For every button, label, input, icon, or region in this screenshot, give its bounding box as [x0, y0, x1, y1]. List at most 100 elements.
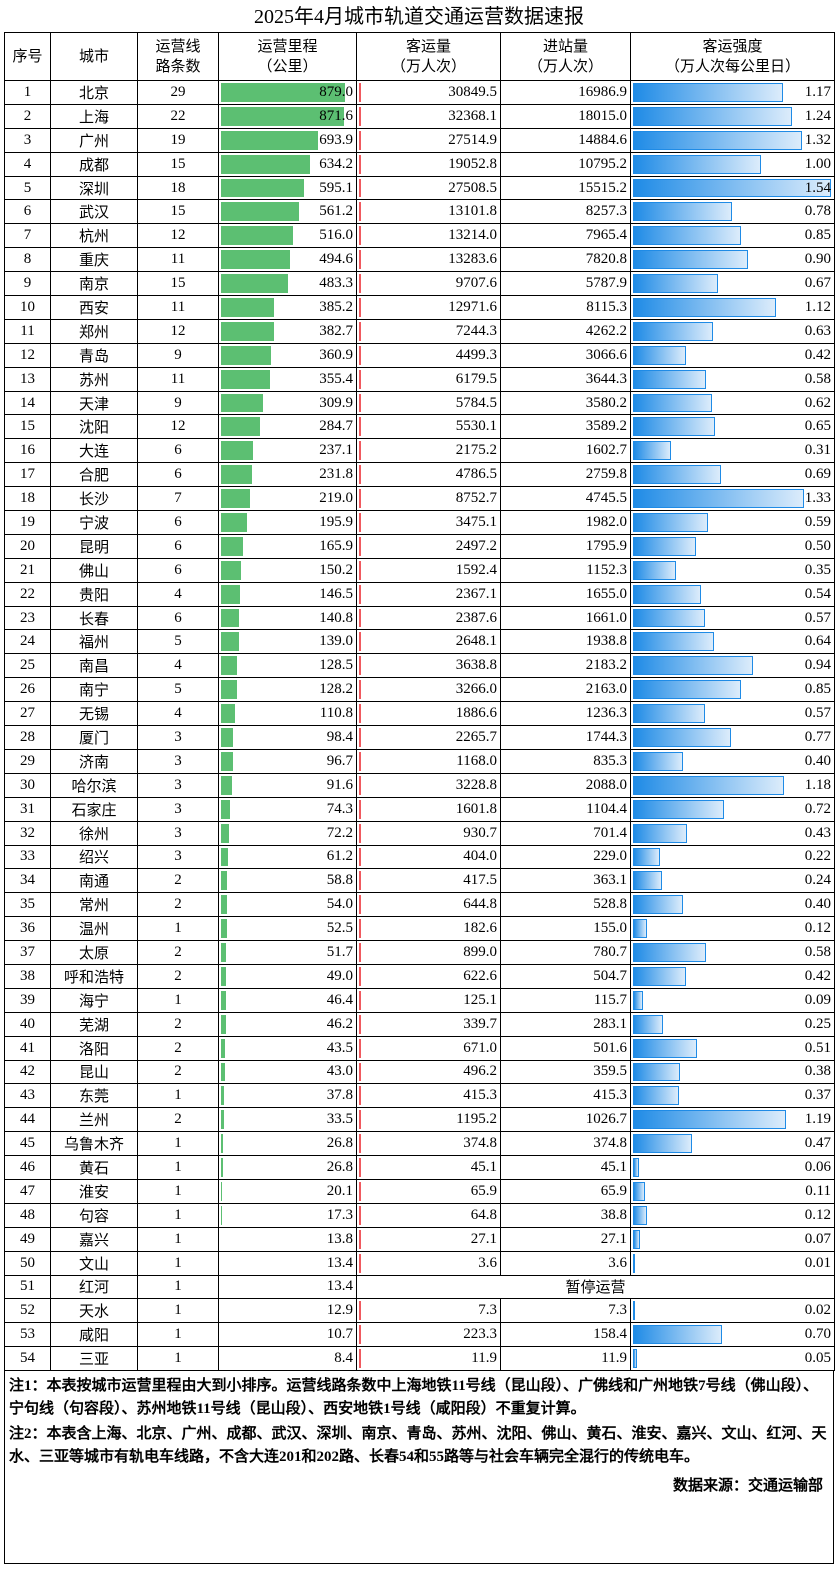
cell-text: 32 — [20, 824, 35, 841]
cell: 8115.3 — [500, 295, 631, 320]
cell: 693.9 — [218, 127, 357, 153]
cell: 38.8 — [500, 1202, 631, 1228]
cell: 671.0 — [356, 1035, 501, 1061]
cell: 1.54 — [630, 175, 835, 201]
cell: 115.7 — [500, 987, 631, 1013]
row: 7 杭州 12 516.0 13214.0 7965.4 0.85 — [4, 223, 835, 249]
cell-text: 49.0 — [326, 967, 353, 984]
cell-text: 0.77 — [804, 728, 831, 745]
cell: 乌鲁木齐 — [50, 1131, 138, 1157]
cell-text: 贵阳 — [78, 587, 109, 604]
cell: 18015.0 — [500, 103, 631, 129]
data-bar — [633, 704, 705, 724]
cell: 26 — [4, 677, 51, 703]
data-bar — [359, 1253, 361, 1273]
data-bar — [221, 83, 346, 102]
cell-text: 0.05 — [804, 1350, 831, 1367]
cell: 0.59 — [630, 510, 835, 535]
cell-text: 128.2 — [319, 681, 353, 698]
cell: 13214.0 — [356, 223, 501, 249]
data-bar — [633, 728, 731, 747]
cell-text: 98.4 — [326, 728, 353, 745]
cell-text: 34 — [20, 872, 35, 889]
cell-text: 12 — [20, 346, 35, 363]
cell-text: 516.0 — [319, 227, 353, 244]
data-bar — [359, 130, 361, 150]
cell: 3644.3 — [500, 366, 631, 392]
data-bar — [633, 1110, 786, 1130]
cell-text: 18 — [170, 179, 186, 196]
cell: 0.72 — [630, 796, 835, 822]
cell: 879.0 — [218, 80, 357, 105]
cell: 广州 — [50, 127, 138, 153]
cell-text: 成都 — [78, 157, 109, 174]
data-bar — [633, 345, 686, 365]
cell-text: 0.58 — [804, 944, 831, 960]
cell: 20 — [4, 533, 51, 559]
cell-text: 1 — [174, 1087, 182, 1104]
data-bar — [221, 632, 239, 652]
cell: 三亚 — [50, 1346, 138, 1372]
data-bar — [359, 417, 361, 437]
cell: 561.2 — [218, 199, 357, 225]
cell-text: 43 — [20, 1087, 35, 1104]
row: 3 广州 19 693.9 27514.9 14884.6 1.32 — [4, 127, 835, 153]
cell-text: 6179.5 — [455, 370, 497, 387]
cell-text: 2 — [174, 896, 182, 913]
data-bar — [633, 536, 696, 556]
cell-text: 110.8 — [319, 705, 353, 722]
cell-text: 26.8 — [326, 1159, 353, 1176]
cell-text: 284.7 — [319, 418, 353, 435]
cell-text: 496.2 — [463, 1063, 497, 1080]
note: 注1：本表按城市运营里程由大到小排序。运营线路条数中上海地铁11号线（昆山段）、… — [9, 1378, 819, 1418]
cell-text: 43.5 — [326, 1039, 353, 1056]
cell: 6 — [137, 462, 219, 488]
cell-text: 0.58 — [804, 370, 831, 387]
cell-text: 19052.8 — [448, 155, 497, 172]
data-bar — [359, 656, 361, 676]
data-bar — [359, 1038, 361, 1058]
cell: 11.9 — [500, 1346, 631, 1372]
header-cell: 客运强度 （万人次每公里日） — [630, 32, 835, 81]
cell-text: 0.47 — [804, 1135, 831, 1152]
cell-text: 5 — [174, 681, 182, 698]
cell-text: 1655.0 — [585, 585, 627, 602]
cell: 23 — [4, 605, 51, 631]
cell-text: 13214.0 — [448, 227, 497, 244]
cell: 1 — [4, 80, 51, 105]
cell: 0.09 — [630, 987, 835, 1013]
cell-text: 61.2 — [326, 848, 353, 865]
cell-text: 济南 — [78, 754, 109, 771]
cell-text: 561.2 — [319, 203, 353, 220]
cell-text: 1 — [174, 1182, 182, 1199]
cell: 64.8 — [356, 1202, 501, 1228]
cell: 0.58 — [630, 366, 835, 392]
cell: 25 — [4, 653, 51, 679]
cell-text: 0.31 — [804, 442, 831, 459]
row: 17 合肥 6 231.8 4786.5 2759.8 0.69 — [4, 462, 835, 488]
cell: 51.7 — [218, 940, 357, 965]
cell: 49.0 — [218, 963, 357, 989]
cell: 50 — [4, 1250, 51, 1276]
cell-text: 879.0 — [319, 83, 353, 100]
cell-text: 140.8 — [319, 609, 353, 626]
cell-text: 26.8 — [326, 1135, 353, 1152]
cell: 徐州 — [50, 820, 138, 846]
data-bar — [633, 1253, 635, 1273]
cell-text: 3 — [174, 800, 182, 817]
cell: 0.37 — [630, 1083, 835, 1109]
cell-text: 1.18 — [804, 776, 831, 793]
cell-text: 2163.0 — [585, 681, 627, 698]
data-bar — [221, 1181, 222, 1201]
data-bar — [359, 536, 361, 556]
data-bar — [359, 823, 361, 843]
cell: 佛山 — [50, 557, 138, 583]
cell-text: 0.12 — [804, 1206, 831, 1223]
cell-text: 咸阳 — [78, 1328, 109, 1345]
cell: 32 — [4, 820, 51, 846]
cell-text: 2175.2 — [455, 442, 497, 459]
cell: 13283.6 — [356, 247, 501, 273]
cell: 0.38 — [630, 1059, 835, 1085]
cell-text: 17.3 — [326, 1206, 353, 1223]
cell: 1.12 — [630, 295, 835, 320]
